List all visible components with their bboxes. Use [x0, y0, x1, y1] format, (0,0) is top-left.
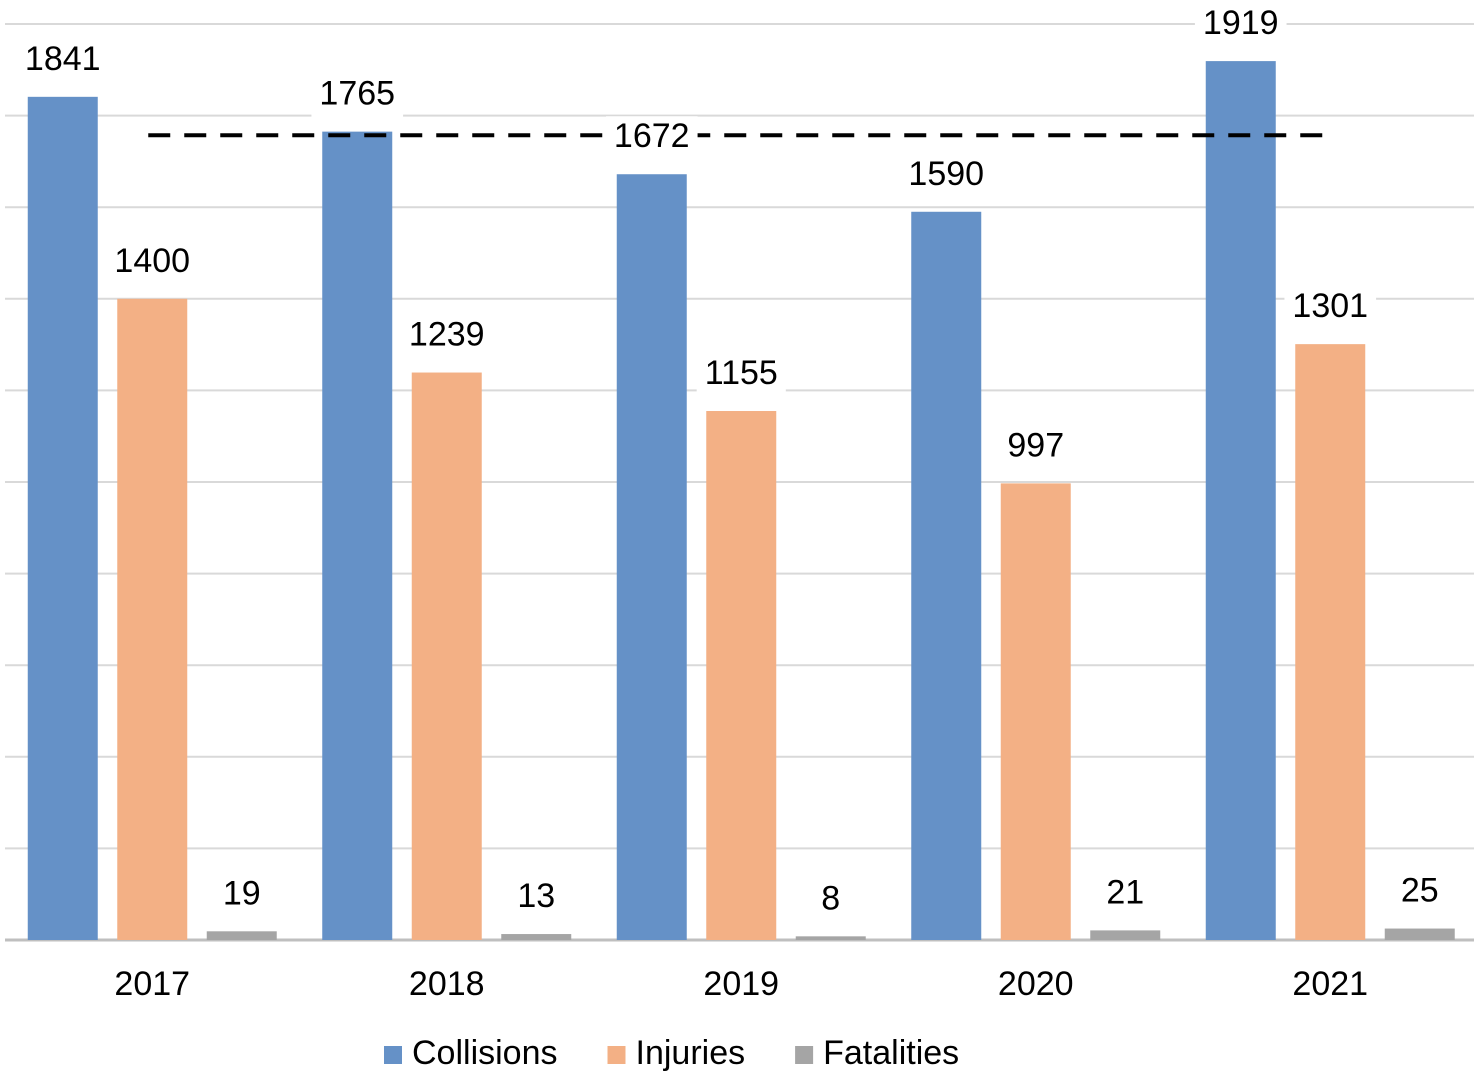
data-label: 1590 [908, 155, 984, 193]
label-background [509, 876, 564, 921]
bar [411, 372, 482, 941]
legend-label: Injuries [636, 1034, 746, 1072]
bar [1205, 61, 1276, 940]
label-background [214, 873, 269, 918]
bar [1090, 930, 1161, 940]
x-tick-label: 2017 [114, 965, 190, 1003]
legend-swatch [384, 1046, 402, 1064]
label-background [1194, 3, 1287, 48]
label-background [400, 314, 493, 359]
legend-label: Fatalities [823, 1034, 959, 1072]
label-background [900, 153, 993, 198]
bar [501, 934, 572, 940]
x-tick-label: 2020 [998, 965, 1074, 1003]
bar [911, 211, 982, 940]
label-background [1098, 872, 1153, 917]
legend-swatch [795, 1046, 814, 1064]
data-label: 1841 [25, 40, 101, 78]
data-label: 1400 [114, 242, 190, 280]
data-label: 13 [517, 877, 555, 915]
label-background [16, 38, 109, 83]
data-label: 1765 [319, 75, 395, 113]
data-label: 21 [1106, 873, 1144, 911]
x-tick-label: 2021 [1292, 965, 1368, 1003]
data-label: 19 [223, 874, 261, 912]
x-tick-label: 2019 [703, 965, 779, 1003]
data-label: 1301 [1292, 287, 1368, 325]
label-background [1392, 870, 1447, 915]
bar [206, 931, 277, 940]
data-label: 1672 [614, 117, 690, 155]
label-background [106, 240, 199, 285]
data-label: 1919 [1203, 4, 1279, 42]
data-label: 1155 [705, 354, 778, 392]
legend-swatch [607, 1046, 626, 1064]
legend-label: Collisions [412, 1034, 558, 1072]
label-background [605, 116, 698, 161]
label-background [999, 425, 1073, 470]
data-label: 8 [821, 879, 840, 917]
bar [706, 411, 777, 940]
label-background [1284, 286, 1377, 331]
bar [117, 298, 188, 940]
data-label: 25 [1401, 872, 1439, 910]
label-background [813, 878, 849, 923]
bar [27, 96, 98, 940]
data-label: 1239 [409, 316, 485, 354]
label-background [696, 353, 786, 398]
bar [1384, 928, 1455, 940]
bar [322, 131, 393, 940]
bar [795, 936, 866, 940]
bar [1295, 344, 1366, 941]
data-label: 997 [1007, 426, 1064, 464]
x-tick-label: 2018 [409, 965, 485, 1003]
bar [616, 174, 687, 940]
label-background [311, 73, 404, 118]
bar [1000, 483, 1071, 940]
